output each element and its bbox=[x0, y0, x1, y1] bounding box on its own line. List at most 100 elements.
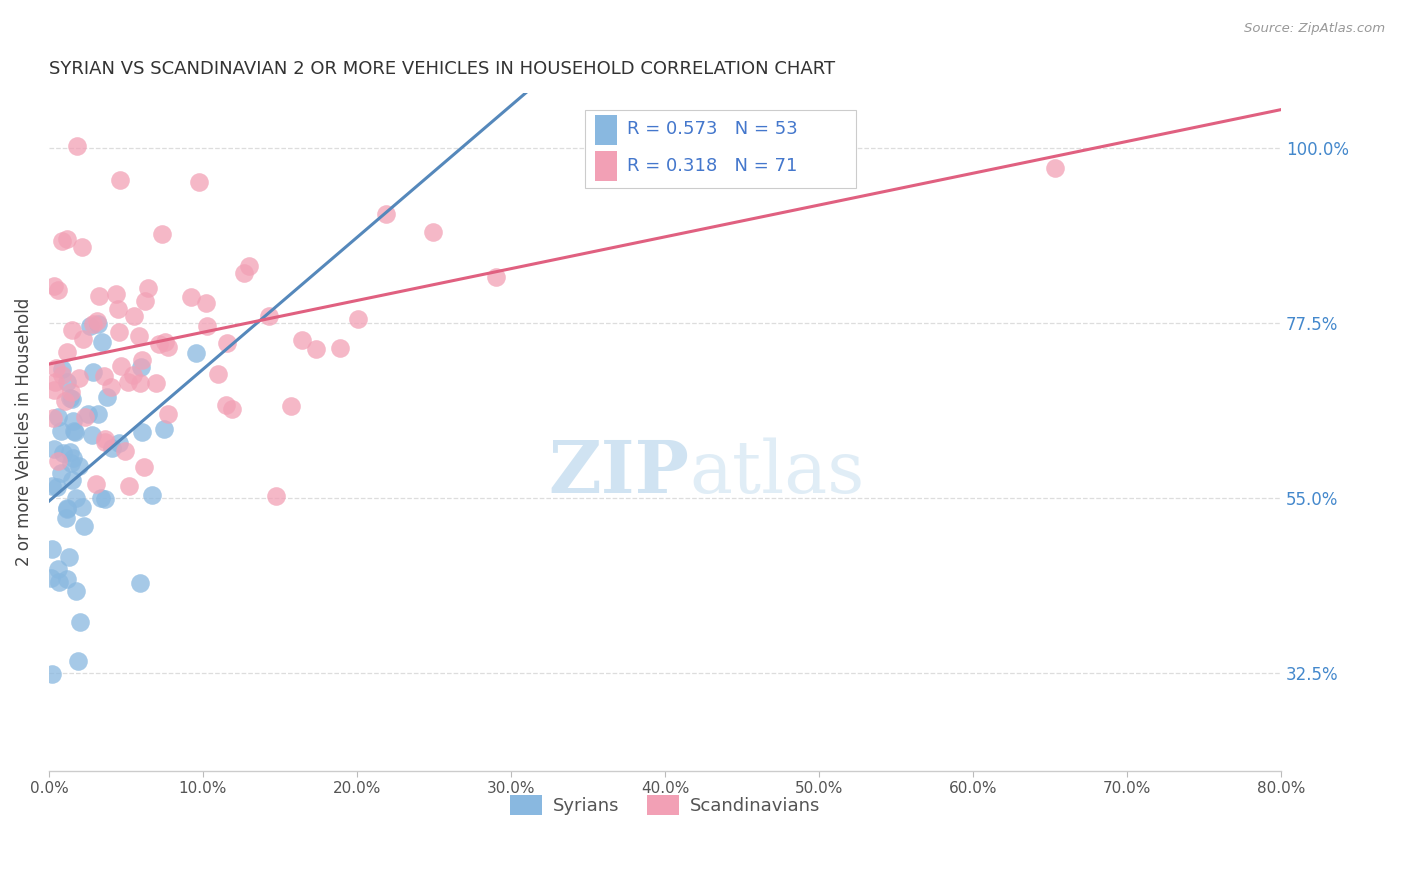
Point bbox=[51, 362, 73, 376]
Point bbox=[72, 332, 94, 346]
Point bbox=[69, 615, 91, 630]
Point bbox=[79, 319, 101, 334]
Point bbox=[141, 488, 163, 502]
Text: SYRIAN VS SCANDINAVIAN 2 OR MORE VEHICLES IN HOUSEHOLD CORRELATION CHART: SYRIAN VS SCANDINAVIAN 2 OR MORE VEHICLE… bbox=[49, 60, 835, 78]
Point bbox=[60, 456, 83, 470]
Point bbox=[104, 287, 127, 301]
Legend: Syrians, Scandinavians: Syrians, Scandinavians bbox=[502, 788, 828, 822]
Point bbox=[51, 235, 73, 249]
Point bbox=[118, 479, 141, 493]
Text: Source: ZipAtlas.com: Source: ZipAtlas.com bbox=[1244, 22, 1385, 36]
Bar bbox=[595, 151, 617, 181]
Point bbox=[156, 340, 179, 354]
Point bbox=[603, 125, 626, 139]
Point bbox=[129, 376, 152, 390]
Point bbox=[49, 424, 72, 438]
Point bbox=[56, 501, 79, 516]
Point bbox=[94, 491, 117, 506]
Point bbox=[145, 376, 167, 390]
Point bbox=[150, 227, 173, 242]
Point bbox=[60, 392, 83, 406]
Point bbox=[1043, 161, 1066, 175]
Point bbox=[93, 369, 115, 384]
Point bbox=[207, 368, 229, 382]
Point bbox=[56, 232, 79, 246]
Point bbox=[62, 451, 84, 466]
Point bbox=[84, 477, 107, 491]
Bar bbox=[595, 115, 617, 145]
Point bbox=[156, 407, 179, 421]
Point bbox=[305, 342, 328, 356]
Point bbox=[67, 371, 90, 385]
Point bbox=[131, 425, 153, 439]
Point bbox=[184, 345, 207, 359]
Point bbox=[66, 139, 89, 153]
Point bbox=[51, 466, 73, 480]
Point bbox=[107, 301, 129, 316]
Point bbox=[56, 502, 79, 516]
Point bbox=[87, 288, 110, 302]
Point bbox=[41, 478, 63, 492]
Point bbox=[52, 446, 75, 460]
Point bbox=[56, 344, 79, 359]
Point bbox=[48, 574, 70, 589]
Point bbox=[131, 352, 153, 367]
Text: R = 0.318   N = 71: R = 0.318 N = 71 bbox=[627, 157, 797, 175]
Point bbox=[422, 225, 444, 239]
Point bbox=[72, 240, 94, 254]
Point bbox=[66, 654, 89, 668]
Point bbox=[107, 325, 129, 339]
Point bbox=[153, 422, 176, 436]
Point bbox=[197, 319, 219, 334]
Point bbox=[41, 542, 63, 557]
Point bbox=[110, 359, 132, 373]
Point bbox=[70, 500, 93, 514]
Point bbox=[94, 435, 117, 450]
Point bbox=[121, 368, 143, 383]
Point bbox=[55, 572, 77, 586]
Point bbox=[62, 414, 84, 428]
Point bbox=[59, 445, 82, 459]
Point bbox=[46, 453, 69, 467]
Point bbox=[485, 270, 508, 285]
Point bbox=[128, 329, 150, 343]
Point bbox=[55, 511, 77, 525]
Point bbox=[91, 334, 114, 349]
Point bbox=[65, 491, 87, 505]
Point bbox=[188, 175, 211, 189]
Point bbox=[215, 336, 238, 351]
Point bbox=[59, 391, 82, 405]
Point bbox=[375, 207, 398, 221]
Point bbox=[90, 491, 112, 505]
Point bbox=[108, 435, 131, 450]
Point bbox=[46, 562, 69, 576]
Point bbox=[51, 368, 73, 383]
Point bbox=[129, 575, 152, 590]
Point bbox=[215, 398, 238, 412]
Point bbox=[46, 409, 69, 424]
Point bbox=[53, 393, 76, 408]
Point bbox=[134, 294, 156, 309]
Point bbox=[195, 296, 218, 310]
Point bbox=[132, 460, 155, 475]
Point bbox=[100, 441, 122, 455]
Point bbox=[41, 411, 63, 425]
Point bbox=[58, 549, 80, 564]
Point bbox=[180, 290, 202, 304]
Text: atlas: atlas bbox=[689, 437, 865, 508]
Point bbox=[75, 410, 97, 425]
Point bbox=[94, 432, 117, 446]
Point bbox=[329, 342, 352, 356]
Point bbox=[264, 489, 287, 503]
Point bbox=[221, 401, 243, 416]
Point bbox=[80, 427, 103, 442]
Point bbox=[60, 473, 83, 487]
Point bbox=[117, 376, 139, 390]
Point bbox=[238, 259, 260, 273]
Point bbox=[280, 399, 302, 413]
Bar bbox=[585, 110, 856, 188]
Text: R = 0.573   N = 53: R = 0.573 N = 53 bbox=[627, 120, 797, 138]
Point bbox=[44, 442, 66, 456]
Point bbox=[155, 334, 177, 349]
Point bbox=[45, 480, 67, 494]
